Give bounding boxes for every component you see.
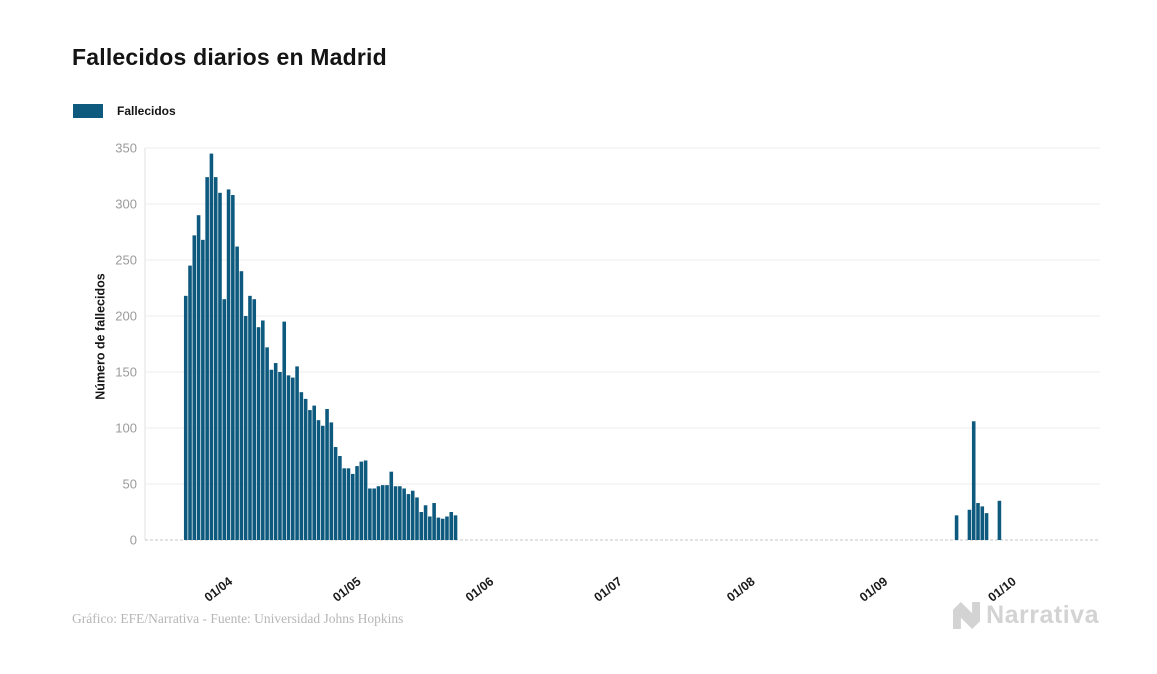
- bar: [312, 405, 317, 540]
- bar: [256, 327, 261, 540]
- bar: [261, 320, 265, 540]
- narrativa-logo-text: Narrativa: [986, 601, 1099, 629]
- bar: [432, 503, 436, 540]
- bar: [967, 509, 972, 540]
- bar: [415, 497, 419, 540]
- y-tick-label: 100: [115, 421, 137, 436]
- x-tick-label: 01/05: [330, 574, 363, 604]
- page-title: Fallecidos diarios en Madrid: [72, 44, 387, 70]
- narrativa-n-icon: [953, 602, 981, 629]
- bar: [428, 516, 432, 540]
- x-tick-label: 01/04: [202, 574, 235, 604]
- bar: [291, 377, 295, 540]
- y-tick-label: 50: [123, 477, 137, 492]
- bar: [971, 421, 976, 540]
- bar: [368, 488, 372, 540]
- legend-label: Fallecidos: [117, 104, 176, 118]
- bar: [183, 295, 188, 540]
- bar: [265, 347, 269, 540]
- bar: [325, 408, 329, 540]
- y-tick-label: 150: [115, 365, 137, 380]
- y-tick-label: 200: [115, 309, 137, 324]
- bar: [222, 299, 227, 540]
- bar: [393, 486, 398, 540]
- bar: [286, 375, 291, 540]
- bar: [188, 265, 192, 540]
- bar: [380, 485, 385, 540]
- bar: [213, 177, 218, 540]
- bar: [355, 466, 359, 540]
- y-tick-label: 350: [115, 141, 137, 156]
- bar: [278, 372, 282, 540]
- bar: [209, 153, 214, 540]
- bar: [350, 473, 355, 540]
- bar: [252, 299, 257, 540]
- narrativa-logo: Narrativa: [953, 601, 1099, 630]
- x-tick-label: 01/08: [724, 574, 757, 604]
- bar: [205, 177, 209, 540]
- bar: [445, 516, 449, 540]
- bar: [218, 192, 222, 541]
- bar: [235, 246, 239, 540]
- x-tick-label: 01/09: [857, 574, 890, 604]
- bar: [320, 425, 325, 540]
- bar: [239, 271, 244, 540]
- bar: [440, 518, 445, 540]
- bar: [398, 486, 402, 540]
- bar: [423, 505, 428, 540]
- bar: [389, 471, 394, 540]
- y-tick-label: 0: [130, 533, 137, 548]
- bar: [303, 398, 308, 540]
- bar: [308, 410, 312, 540]
- bar: [449, 512, 454, 540]
- bar: [402, 488, 406, 540]
- bar: [363, 460, 368, 540]
- bar: [273, 363, 278, 540]
- bar: [316, 420, 321, 540]
- bar: [192, 235, 197, 541]
- legend: Fallecidos: [73, 104, 176, 118]
- bar: [976, 503, 980, 540]
- bar: [333, 447, 338, 540]
- x-tick-label: 01/06: [463, 574, 496, 604]
- bar: [406, 494, 411, 540]
- bar: [196, 215, 201, 540]
- y-tick-label: 250: [115, 253, 137, 268]
- bar: [385, 485, 389, 540]
- bar: [453, 515, 458, 540]
- x-tick-label: 01/07: [592, 574, 625, 604]
- bar: [346, 468, 351, 540]
- bar: [282, 321, 287, 540]
- bar: [372, 488, 376, 540]
- bar: [248, 295, 252, 540]
- bar: [342, 468, 346, 540]
- bar: [419, 512, 424, 540]
- bar: [984, 513, 989, 540]
- bar: [329, 422, 334, 540]
- bar: [269, 369, 274, 540]
- bar: [359, 461, 364, 540]
- bar: [299, 392, 304, 540]
- bar: [201, 239, 205, 540]
- bar: [997, 500, 1002, 540]
- bar: [295, 366, 299, 540]
- bar: [376, 486, 381, 540]
- bar: [231, 195, 235, 541]
- bar: [410, 490, 415, 540]
- source-credit: Gráfico: EFE/Narrativa - Fuente: Univers…: [72, 611, 404, 626]
- bar: [436, 517, 441, 540]
- bar: [980, 506, 985, 540]
- bar: [243, 316, 248, 540]
- bar: [338, 456, 342, 540]
- y-tick-label: 300: [115, 197, 137, 212]
- legend-swatch: [73, 104, 103, 118]
- bar: [954, 515, 959, 540]
- bar: [226, 189, 231, 540]
